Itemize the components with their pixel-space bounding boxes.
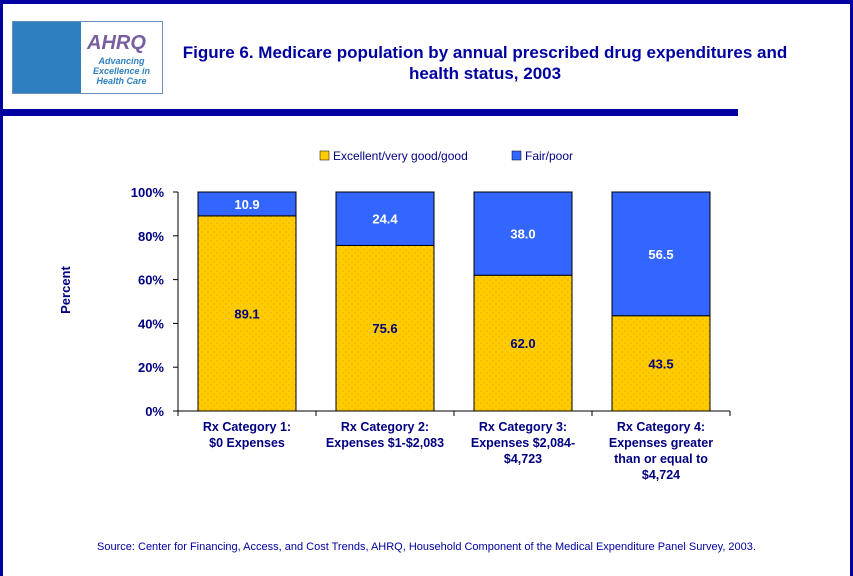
y-tick-label: 100%	[131, 185, 165, 200]
bar-fair-4	[611, 191, 711, 317]
x-tick-label: Rx Category 2:	[341, 420, 429, 434]
x-tick-label: Rx Category 4:	[617, 420, 705, 434]
ahrq-wordmark: AHRQ	[87, 32, 146, 54]
hhs-eagle-logo	[13, 22, 81, 93]
x-tick-label: $0 Expenses	[209, 436, 285, 450]
bar-fair-3	[473, 191, 573, 276]
border-left	[0, 0, 3, 576]
source-note: Source: Center for Financing, Access, an…	[97, 541, 756, 553]
bar-fair-1	[197, 191, 297, 217]
legend-label-excellent: Excellent/very good/good	[333, 149, 468, 163]
data-label: 38.0	[510, 227, 535, 242]
ahrq-tagline: Advancing Excellence in Health Care	[93, 56, 151, 86]
legend-label-fair: Fair/poor	[525, 149, 573, 163]
y-tick-label: 0%	[145, 404, 164, 419]
x-tick-label: $4,724	[642, 468, 680, 482]
border-top	[0, 0, 853, 4]
legend-swatch-excellent	[319, 150, 330, 161]
data-label: 75.6	[372, 321, 397, 336]
x-tick-label: Rx Category 1:	[203, 420, 291, 434]
x-tick-label: Expenses $2,084-	[471, 436, 575, 450]
legend-swatch-fair	[511, 150, 522, 161]
data-label: 56.5	[648, 247, 673, 262]
y-tick-label: 20%	[138, 360, 164, 375]
bar-fair-2	[335, 191, 435, 246]
data-label: 62.0	[510, 336, 535, 351]
x-tick-label: $4,723	[504, 452, 542, 466]
title-rule	[0, 109, 738, 116]
y-axis-label: Percent	[58, 265, 73, 313]
bar-excellent-3	[473, 274, 573, 412]
x-tick-label: Rx Category 3:	[479, 420, 567, 434]
y-tick-label: 40%	[138, 316, 164, 331]
x-tick-label: than or equal to	[614, 452, 708, 466]
x-tick-label: Expenses greater	[609, 436, 713, 450]
y-tick-label: 80%	[138, 229, 164, 244]
ahrq-logo: AHRQ Advancing Excellence in Health Care	[12, 21, 163, 94]
border-right	[850, 0, 853, 576]
data-label: 89.1	[234, 306, 259, 321]
y-tick-label: 60%	[138, 273, 164, 288]
x-tick-label: Expenses $1-$2,083	[326, 436, 444, 450]
data-label: 43.5	[648, 356, 673, 371]
data-label: 10.9	[234, 197, 259, 212]
bar-excellent-1	[197, 215, 297, 412]
data-label: 24.4	[372, 212, 398, 227]
chart-title: Figure 6. Medicare population by annual …	[182, 43, 788, 83]
